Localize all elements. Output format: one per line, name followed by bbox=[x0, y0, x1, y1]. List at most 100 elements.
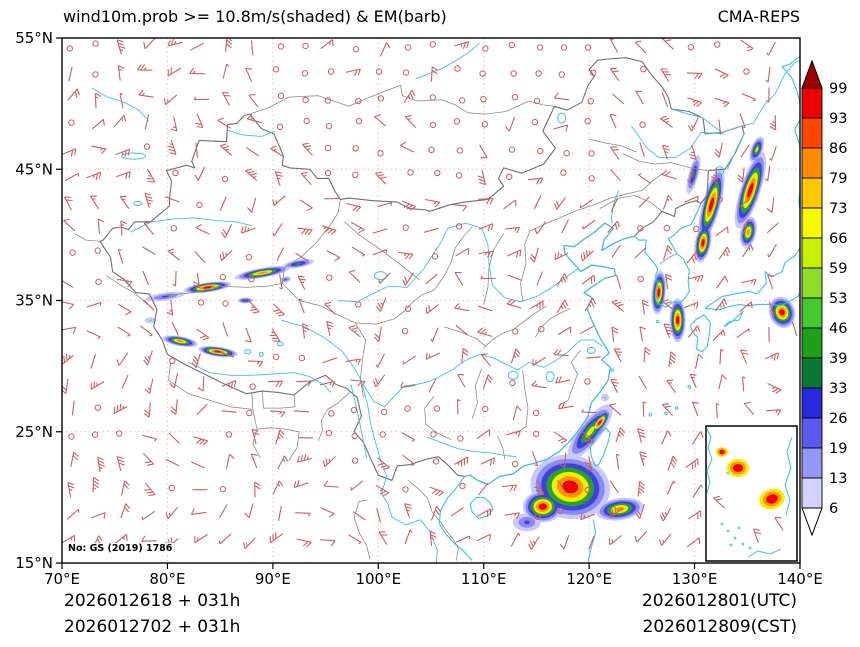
wind-barb bbox=[351, 246, 365, 257]
wind-barb bbox=[272, 480, 284, 495]
wind-barb bbox=[639, 451, 648, 467]
wind-barb bbox=[373, 326, 382, 342]
admin-boundary bbox=[483, 305, 548, 349]
wind-barb bbox=[503, 199, 517, 210]
wind-barb bbox=[741, 278, 757, 286]
wind-barb bbox=[765, 409, 782, 416]
calm-wind-circle bbox=[639, 121, 646, 128]
wind-barb bbox=[97, 218, 105, 234]
wind-barb bbox=[561, 219, 569, 234]
wind-barb bbox=[685, 458, 699, 470]
wind-barb bbox=[615, 427, 626, 443]
calm-wind-circle bbox=[355, 118, 363, 125]
wind-barb bbox=[372, 374, 386, 388]
wind-barb bbox=[461, 347, 469, 364]
wind-barb bbox=[688, 274, 704, 283]
wind-barb bbox=[662, 298, 675, 312]
calm-wind-circle bbox=[219, 273, 227, 281]
wind-barb bbox=[715, 226, 729, 237]
wind-barb bbox=[351, 221, 365, 234]
calm-wind-circle bbox=[325, 122, 333, 130]
wind-barb bbox=[298, 298, 305, 314]
wind-barb bbox=[146, 168, 156, 183]
wind-barb bbox=[91, 512, 106, 520]
admin-boundary bbox=[520, 230, 531, 302]
wind-barb bbox=[504, 226, 521, 234]
calm-wind-circle bbox=[404, 305, 412, 312]
calm-wind-circle bbox=[584, 118, 591, 125]
wind-barb bbox=[476, 429, 491, 439]
calm-wind-circle bbox=[246, 409, 253, 417]
wind-barb bbox=[245, 146, 259, 157]
wind-barb bbox=[643, 346, 651, 363]
wind-barbs bbox=[62, 38, 798, 550]
wind-barb bbox=[510, 532, 521, 547]
calm-wind-circle bbox=[380, 408, 388, 416]
inset-coastline bbox=[784, 436, 793, 516]
colorbar-segment bbox=[801, 387, 823, 419]
wind-barb bbox=[116, 352, 129, 366]
calm-wind-circle bbox=[637, 275, 644, 283]
calm-wind-circle bbox=[327, 68, 335, 75]
wind-barb bbox=[689, 373, 697, 389]
wind-barb bbox=[753, 528, 762, 544]
prob-shaded-region bbox=[604, 396, 606, 399]
wind-barb bbox=[478, 223, 494, 232]
calm-wind-circle bbox=[301, 70, 309, 77]
wind-barb bbox=[275, 429, 285, 445]
calm-wind-circle bbox=[272, 66, 280, 73]
wind-barb bbox=[609, 506, 623, 519]
calm-wind-circle bbox=[434, 169, 441, 177]
calm-wind-circle bbox=[510, 70, 517, 77]
wind-barb bbox=[245, 67, 253, 83]
colorbar-tick-label: 99 bbox=[829, 81, 847, 97]
wind-barb bbox=[480, 353, 492, 367]
wind-barb bbox=[120, 480, 130, 496]
colorbar-tick-label: 39 bbox=[829, 351, 847, 367]
wind-barb bbox=[716, 275, 729, 289]
calm-wind-circle bbox=[351, 432, 358, 440]
colorbar-tick-label: 79 bbox=[829, 171, 847, 187]
wind-barb bbox=[666, 480, 676, 495]
wind-barb bbox=[244, 327, 252, 343]
wind-barb bbox=[661, 169, 677, 180]
wind-barb bbox=[194, 166, 206, 181]
colorbar-tick-label: 26 bbox=[829, 411, 847, 427]
river bbox=[610, 190, 620, 224]
calm-wind-circle bbox=[355, 97, 362, 105]
prob-shaded-region bbox=[692, 170, 695, 179]
wind-barb bbox=[142, 452, 154, 466]
inset-island bbox=[726, 529, 730, 533]
wind-barb bbox=[120, 503, 131, 519]
wind-barb bbox=[345, 358, 362, 366]
admin-boundary bbox=[355, 294, 422, 325]
wind-barb bbox=[297, 227, 313, 236]
admin-boundary bbox=[106, 275, 148, 305]
coastline bbox=[794, 119, 800, 146]
wind-barb bbox=[766, 197, 775, 214]
wind-barb bbox=[457, 373, 466, 388]
calm-wind-circle bbox=[433, 458, 440, 465]
wind-barb bbox=[505, 430, 521, 438]
chart-title: wind10m.prob >= 10.8m/s(shaded) & EM(bar… bbox=[63, 7, 447, 26]
calm-wind-circle bbox=[480, 96, 487, 103]
wind-barb bbox=[737, 198, 751, 209]
wind-barb bbox=[580, 325, 594, 334]
wind-barb bbox=[428, 378, 437, 393]
wind-barb bbox=[479, 144, 488, 159]
prob-shaded-region bbox=[657, 288, 661, 297]
wind-barb bbox=[531, 451, 539, 467]
admin-boundary bbox=[516, 370, 529, 434]
wind-barb bbox=[718, 246, 731, 260]
lake bbox=[545, 371, 555, 383]
calm-wind-circle bbox=[590, 69, 597, 76]
calm-wind-circle bbox=[533, 97, 541, 105]
wind-barb bbox=[224, 38, 233, 52]
wind-barb bbox=[144, 482, 156, 497]
wind-barb bbox=[404, 115, 417, 128]
colorbar-segment bbox=[801, 207, 823, 239]
river bbox=[281, 319, 604, 408]
wind-barb bbox=[167, 139, 177, 155]
calm-wind-circle bbox=[560, 169, 567, 176]
admin-boundary bbox=[281, 199, 341, 284]
